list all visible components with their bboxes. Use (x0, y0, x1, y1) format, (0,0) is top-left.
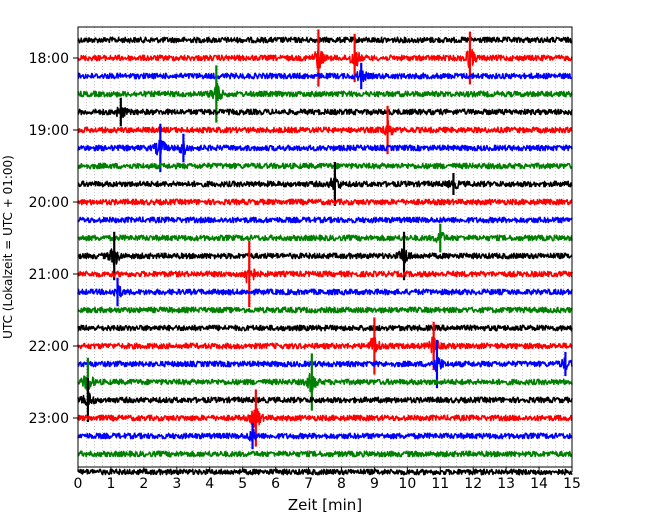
trace-line (77, 176, 573, 191)
x-tick-label: 7 (304, 476, 313, 492)
trace-line (77, 306, 573, 314)
trace-line (77, 324, 573, 332)
y-tick-label: 21:00 (29, 267, 69, 283)
trace-line (77, 69, 573, 83)
trace-line (77, 231, 573, 243)
trace-line (77, 48, 573, 69)
trace-line (77, 336, 573, 354)
x-tick-label: 8 (337, 476, 346, 492)
trace-line (77, 428, 573, 442)
trace-line (77, 82, 573, 102)
y-tick-label: 23:00 (29, 411, 69, 427)
y-tick-label: 20:00 (29, 195, 69, 211)
y-tick-label: 22:00 (29, 339, 69, 355)
x-axis-label: Zeit [min] (288, 496, 362, 514)
y-tick-label: 18:00 (29, 51, 69, 67)
trace-line (77, 450, 573, 458)
x-tick-label: 5 (238, 476, 247, 492)
y-axis-ticks: 18:00 19:00 20:00 21:00 22:00 23:00 (29, 51, 78, 427)
trace-line (77, 216, 573, 224)
x-tick-label: 12 (464, 476, 482, 492)
trace-line (77, 248, 573, 266)
trace-line (77, 268, 573, 284)
trace-lines (77, 29, 573, 476)
x-tick-label: 6 (271, 476, 280, 492)
x-tick-label: 0 (74, 476, 83, 492)
trace-line (77, 162, 573, 170)
grid (85, 27, 565, 467)
trace-line (77, 198, 573, 206)
trace-line (77, 36, 573, 44)
trace-line (77, 284, 573, 298)
trace-line (77, 372, 573, 393)
trace-line (77, 390, 573, 406)
x-tick-label: 13 (497, 476, 515, 492)
trace-line (77, 105, 573, 119)
y-tick-label: 19:00 (29, 123, 69, 139)
x-tick-label: 11 (431, 476, 449, 492)
x-tick-label: 3 (172, 476, 181, 492)
trace-line (77, 139, 573, 156)
x-tick-label: 4 (205, 476, 214, 492)
trace-line (77, 468, 573, 476)
x-tick-label: 1 (106, 476, 115, 492)
y-axis-label: UTC (Lokalzeit = UTC + 01:00) (1, 155, 15, 339)
x-tick-label: 14 (530, 476, 548, 492)
x-tick-label: 10 (398, 476, 416, 492)
x-axis-ticks: 0 1 2 3 4 5 6 7 8 9 10 11 12 13 14 15 (74, 467, 581, 492)
trace-line (77, 356, 573, 373)
x-tick-label: 9 (370, 476, 379, 492)
x-tick-label: 15 (563, 476, 581, 492)
trace-line (77, 408, 573, 428)
x-tick-label: 2 (139, 476, 148, 492)
plot-frame (77, 26, 573, 468)
